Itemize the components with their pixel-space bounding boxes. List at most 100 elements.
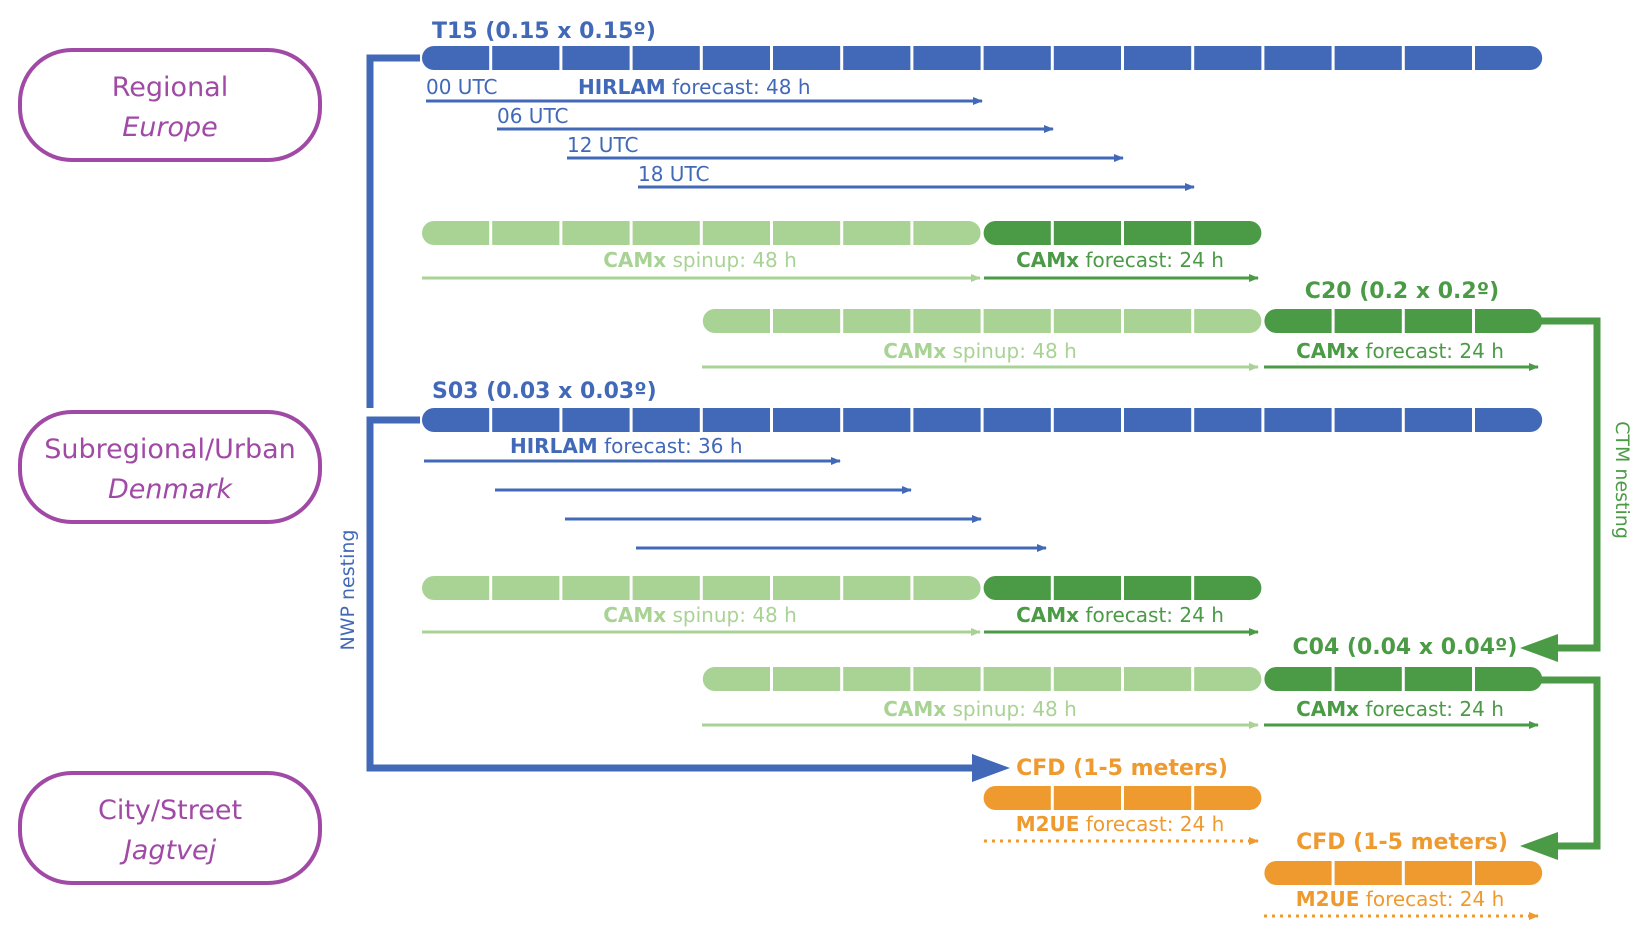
cfd2-title: CFD (1-5 meters)	[1296, 830, 1508, 855]
c20-bar-segment	[843, 309, 911, 333]
t15-title: T15 (0.15 x 0.15º)	[432, 19, 656, 44]
t15-bar-segment	[702, 46, 770, 70]
camx-row2-forecast-label: CAMx forecast: 24 h	[1016, 603, 1224, 627]
camx-row1-forecast-label: CAMx forecast: 24 h	[1016, 248, 1224, 272]
camx-row2-bar-segment	[1124, 576, 1192, 600]
t15-run-00-label: 00 UTC	[426, 75, 497, 99]
s03-bar-segment	[983, 408, 1051, 432]
camx-row1-bar-segment	[773, 221, 841, 245]
cfd1-bar	[983, 786, 1262, 810]
scale-regional-region: Europe	[122, 112, 218, 143]
camx-row2-bar-segment	[702, 576, 770, 600]
c20-bar-segment	[1404, 309, 1472, 333]
camx-row1-bar-segment	[1124, 221, 1192, 245]
cfd2-bar-segment	[1334, 861, 1402, 885]
t15-run-06-label: 06 UTC	[497, 104, 568, 128]
s03-bar-segment	[1124, 408, 1192, 432]
camx-row1-bar-segment	[1194, 221, 1262, 245]
camx-row1-bar-segment	[983, 221, 1051, 246]
s03-bar-segment	[1264, 408, 1332, 432]
camx-row2-bar-segment	[492, 576, 560, 600]
s03-bar-segment	[1053, 408, 1121, 432]
t15-bar-segment	[1053, 46, 1121, 70]
c04-forecast-label: CAMx forecast: 24 h	[1296, 697, 1504, 721]
camx-row1-bar	[422, 221, 1262, 246]
s03-model: HIRLAM	[510, 434, 598, 458]
s03-bar-segment	[492, 408, 560, 432]
s03-bar	[422, 408, 1543, 432]
s03-bar-segment	[773, 408, 841, 432]
camx-row1-bar-segment	[492, 221, 560, 245]
t15-bar	[422, 46, 1543, 70]
t15-bar-segment	[773, 46, 841, 70]
s03-bar-segment	[632, 408, 700, 432]
camx-row1-bar-segment	[632, 221, 700, 245]
cfd1-bar-segment	[983, 786, 1051, 810]
cfd1-title: CFD (1-5 meters)	[1016, 756, 1228, 781]
scale-regional-name: Regional	[112, 72, 228, 103]
camx-row2-bar-segment	[843, 576, 911, 600]
c20-bar-segment	[1264, 309, 1332, 333]
camx-row1-bar-segment	[422, 221, 490, 245]
s03-forecast-label: HIRLAM forecast: 36 h	[510, 434, 743, 458]
c20-bar-segment	[1053, 309, 1121, 333]
scale-city-name: City/Street	[98, 795, 242, 826]
scale-box-regional: Regional Europe	[18, 48, 322, 162]
scale-box-subregional: Subregional/Urban Denmark	[18, 410, 322, 524]
c04-bar-segment	[1194, 667, 1262, 691]
camx-row1-bar-segment	[913, 221, 981, 245]
t15-bar-segment	[422, 46, 490, 70]
camx-row2-bar-segment	[1194, 576, 1262, 600]
c04-bar-segment	[1334, 667, 1402, 691]
scale-box-city: City/Street Jagtvej	[18, 771, 322, 885]
cfd1-forecast-label: M2UE forecast: 24 h	[1016, 812, 1225, 836]
camx-row2-spinup-label: CAMx spinup: 48 h	[603, 603, 797, 627]
camx-row2-bar-segment	[422, 576, 490, 600]
c20-bar-segment	[1475, 309, 1543, 333]
s03-title: S03 (0.03 x 0.03º)	[432, 379, 657, 404]
cfd2-bar-segment	[1264, 861, 1332, 885]
scale-city-region: Jagtvej	[119, 835, 217, 866]
c20-forecast-label: CAMx forecast: 24 h	[1296, 339, 1504, 363]
camx-row2-bar	[422, 576, 1262, 600]
c20-bar-segment	[1194, 309, 1262, 333]
t15-run-12-label: 12 UTC	[567, 133, 638, 157]
t15-bar-segment	[562, 46, 630, 70]
ctm-nesting-bracket: CTM nesting	[1520, 317, 1633, 860]
t15-bar-segment	[1404, 46, 1472, 70]
t15-bar-segment	[492, 46, 560, 70]
c04-bar-segment	[983, 667, 1051, 691]
cfd1-bar-segment	[1124, 786, 1192, 810]
nwp-nesting-bracket: NWP nesting	[337, 54, 1010, 782]
s03-bar-segment	[1194, 408, 1262, 432]
c04-bar	[702, 667, 1543, 691]
camx-row1-spinup-label: CAMx spinup: 48 h	[603, 248, 797, 272]
t15-bar-segment	[1194, 46, 1262, 70]
cfd2-bar	[1264, 861, 1543, 885]
c20-spinup-label: CAMx spinup: 48 h	[883, 339, 1077, 363]
s03-bar-segment	[913, 408, 981, 432]
s03-bar-segment	[702, 408, 770, 432]
t15-forecast-label: HIRLAM forecast: 48 h	[578, 75, 811, 99]
c04-bar-segment	[1475, 667, 1543, 691]
scale-subregional-name: Subregional/Urban	[44, 434, 296, 465]
t15-model: HIRLAM	[578, 75, 666, 99]
camx-row2-bar-segment	[632, 576, 700, 600]
timeline-bars	[422, 46, 1543, 885]
cfd2-bar-segment	[1475, 861, 1543, 885]
c20-bar-segment	[1124, 309, 1192, 333]
s03-forecast-text: forecast: 36 h	[598, 434, 743, 458]
c20-title: C20 (0.2 x 0.2º)	[1305, 279, 1499, 304]
c04-bar-segment	[913, 667, 981, 691]
camx-row2-bar-segment	[773, 576, 841, 600]
camx-row1-bar-segment	[1053, 221, 1121, 245]
c20-bar-segment	[913, 309, 981, 333]
nwp-nesting-label: NWP nesting	[337, 530, 359, 651]
t15-forecast-text: forecast: 48 h	[666, 75, 811, 99]
cfd2-forecast-label: M2UE forecast: 24 h	[1296, 887, 1505, 911]
s03-bar-segment	[1334, 408, 1402, 432]
camx-row2-bar-segment	[983, 576, 1051, 600]
c04-spinup-label: CAMx spinup: 48 h	[883, 697, 1077, 721]
s03-bar-segment	[843, 408, 911, 432]
